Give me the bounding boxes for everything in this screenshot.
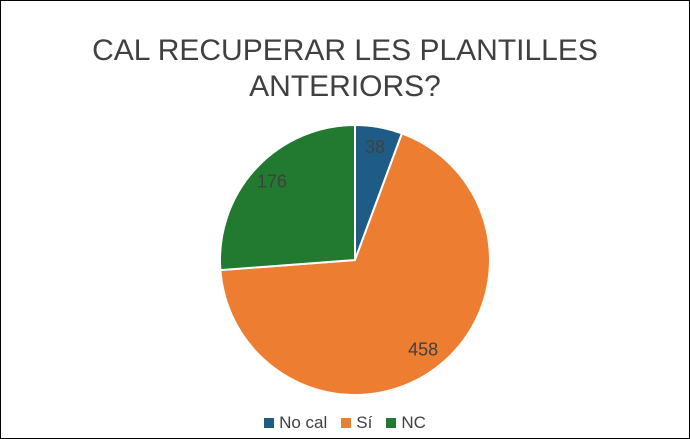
legend-label: Sí [356, 413, 373, 432]
chart-title: CAL RECUPERAR LES PLANTILLES ANTERIORS? [92, 34, 598, 103]
data-label: 176 [257, 172, 287, 192]
data-label: 38 [365, 137, 385, 157]
legend-item: Sí [341, 413, 372, 433]
pie-slice [219, 132, 491, 396]
legend-swatch [264, 418, 275, 428]
legend-label: NC [401, 413, 426, 432]
legend: No cal Sí NC [1, 413, 689, 433]
pie-slice [219, 123, 356, 272]
legend-swatch [341, 418, 352, 428]
legend-label: No cal [279, 413, 328, 432]
legend-item: NC [386, 413, 426, 433]
data-label: 458 [408, 339, 438, 359]
legend-swatch [386, 418, 397, 428]
legend-item: No cal [264, 413, 327, 433]
